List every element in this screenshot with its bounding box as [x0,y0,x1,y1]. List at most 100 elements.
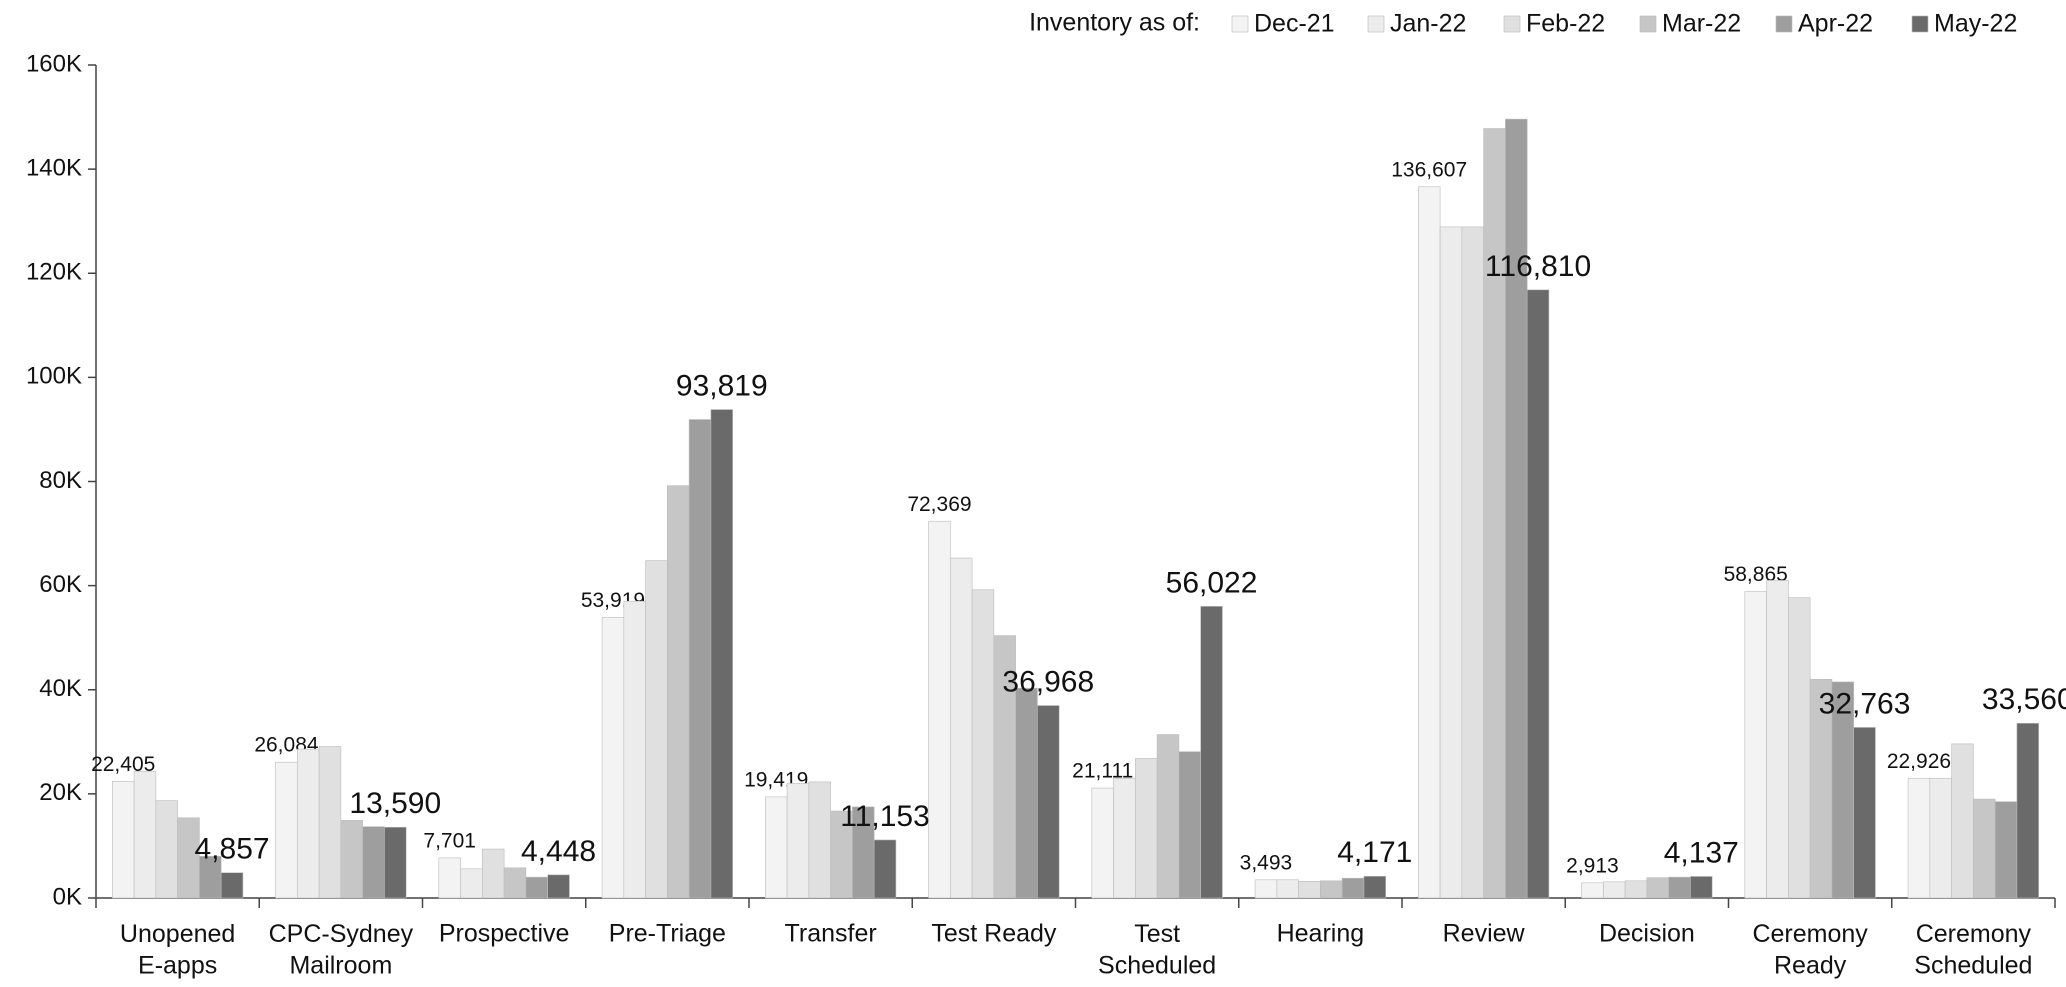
x-tick-label: Pre-Triage [609,920,726,948]
legend-label: Dec-21 [1254,10,1335,38]
bar [928,520,951,899]
y-tick-label: 60K [39,571,82,598]
bar [786,783,810,899]
bar [1788,597,1811,899]
bar [1581,882,1604,899]
bar [1015,687,1038,899]
x-tick-label: Prospective [439,920,570,948]
bar [1363,875,1386,899]
bar [950,557,973,899]
data-label: 4,137 [1664,836,1739,869]
bar [1320,880,1343,899]
data-label: 136,607 [1391,158,1467,181]
data-label: 93,819 [676,369,768,402]
bar [1744,591,1767,899]
x-tick-label: Test Ready [931,920,1057,948]
bar [1951,743,1974,899]
bar [1200,606,1223,899]
bar [384,826,407,899]
data-label: 32,763 [1819,687,1911,720]
bar [1505,118,1528,899]
data-label: 21,111 [1072,760,1133,783]
bar [1113,777,1136,899]
legend-swatch [1775,15,1793,33]
bar [667,485,690,899]
data-label: 4,448 [521,835,596,868]
y-tick-label: 140K [26,154,82,181]
bar [1646,877,1669,899]
y-tick-label: 20K [39,779,82,806]
bar [1994,801,2018,899]
y-tick-label: 120K [26,259,82,286]
x-tick-label: Ceremony Scheduled [1914,920,2032,979]
data-label: 116,810 [1485,250,1591,283]
bar [1526,289,1550,899]
bar [688,419,712,899]
x-tick-label: Ceremony Ready [1752,920,1868,979]
bar [1341,877,1365,899]
data-label: 22,926 [1887,750,1951,773]
legend-label: Feb-22 [1526,10,1605,38]
x-tick-label: Review [1443,920,1526,948]
bar [601,616,625,899]
x-tick-label: Decision [1599,920,1695,948]
bar [1624,880,1648,899]
bar [275,761,298,899]
y-tick-label: 80K [39,467,82,494]
legend-label: Jan-22 [1390,10,1466,38]
data-label: 36,968 [1002,665,1094,698]
bar [808,781,831,899]
bar [340,820,363,899]
bar [2016,722,2039,899]
bar [482,848,505,899]
y-tick-label: 160K [26,50,82,77]
bar [1156,734,1180,899]
bar [220,872,244,899]
bar [1439,226,1463,899]
bar [1853,727,1876,899]
legend-swatch [1231,15,1249,33]
data-label: 3,493 [1240,851,1293,874]
x-tick-label: Hearing [1277,920,1365,948]
bar [318,746,342,899]
data-label: 13,590 [349,787,441,820]
legend-title: Inventory as of: [1029,9,1200,37]
x-tick-label: Test Scheduled [1098,920,1216,979]
x-tick-label: Unopened E-apps [120,920,235,979]
data-label: 33,560 [1982,683,2066,716]
legend-label: Mar-22 [1662,10,1741,38]
legend-swatch [1367,15,1385,33]
data-label: 11,153 [840,800,930,833]
bar [1483,128,1506,899]
bar [1418,186,1441,899]
bar [155,800,178,899]
y-tick-label: 40K [39,675,82,702]
bar [1603,881,1626,899]
data-label: 72,369 [907,493,971,516]
data-label: 7,701 [423,829,476,852]
bar [623,600,646,899]
x-tick-label: CPC-Sydney Mailroom [269,920,414,979]
bar [1178,751,1201,899]
bar [525,876,548,899]
bar [112,781,135,899]
bar [1276,879,1299,899]
bar [1037,705,1060,899]
legend-label: Apr-22 [1798,10,1873,38]
data-label: 4,171 [1337,836,1412,869]
y-tick-label: 100K [26,363,82,390]
bar [460,868,483,899]
bar [547,874,570,899]
bar [1254,879,1278,899]
bar [645,560,668,899]
bar [1135,758,1158,899]
bar [297,748,320,899]
data-label: 4,857 [195,833,270,866]
bar [971,589,995,899]
bar [1907,778,1931,899]
x-tick-label: Transfer [785,920,877,948]
bar [1766,580,1789,899]
data-label: 56,022 [1166,566,1258,599]
data-label: 22,405 [91,753,155,776]
